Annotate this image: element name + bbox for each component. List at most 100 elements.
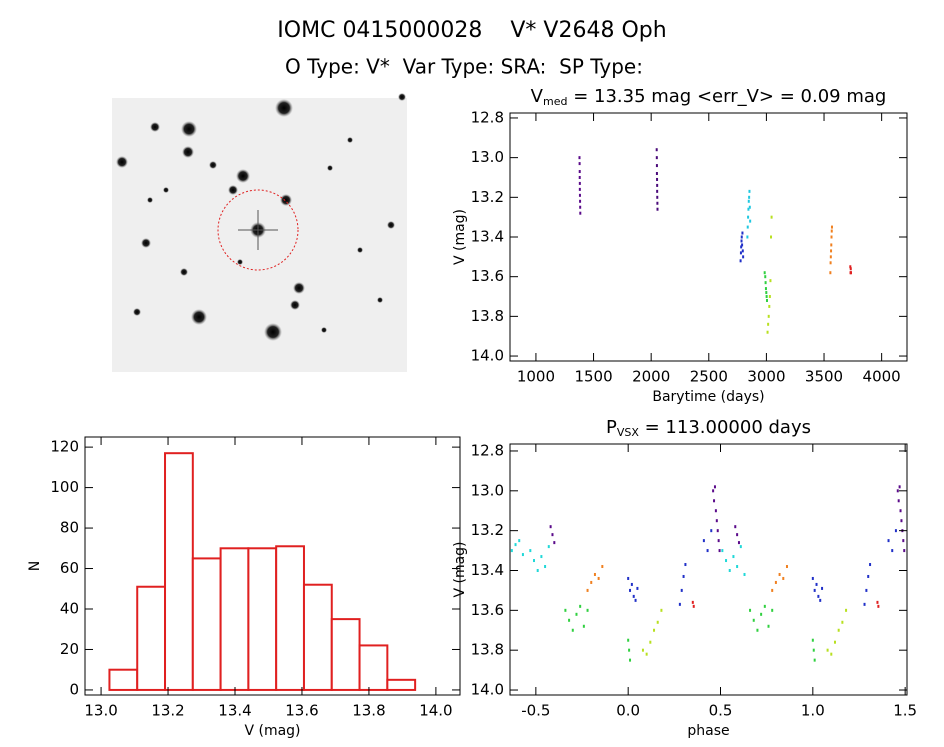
y-tick-label: 13.6 xyxy=(471,601,504,619)
data-point xyxy=(903,549,906,553)
data-point xyxy=(897,499,900,503)
data-point xyxy=(739,251,742,255)
data-point xyxy=(740,235,743,239)
y-tick-label: 12.8 xyxy=(471,108,504,126)
data-point xyxy=(741,249,744,253)
data-point xyxy=(656,189,659,193)
y-tick-label: 40 xyxy=(60,600,79,618)
data-point xyxy=(710,529,713,533)
y-tick-label: 13.0 xyxy=(471,148,504,166)
data-point xyxy=(774,580,777,584)
x-tick-label: 2000 xyxy=(632,368,670,386)
data-point xyxy=(746,225,749,229)
data-point xyxy=(553,541,556,545)
x-tick-label: 3000 xyxy=(747,368,785,386)
y-tick-label: 14.0 xyxy=(471,681,504,699)
data-point xyxy=(741,243,744,247)
data-point xyxy=(821,586,824,590)
y-axis-label: V (mag) xyxy=(452,209,468,265)
data-point xyxy=(768,304,771,308)
data-point xyxy=(656,620,659,624)
data-point xyxy=(896,489,899,493)
chart-title: PVSX = 113.00000 days xyxy=(606,417,811,439)
data-point xyxy=(763,271,766,275)
data-point xyxy=(867,574,870,578)
histogram-bar xyxy=(330,618,361,691)
data-point xyxy=(817,594,820,598)
x-tick-label: 13.6 xyxy=(285,702,318,720)
data-point xyxy=(578,181,581,185)
data-point xyxy=(649,640,652,644)
y-tick-label: 100 xyxy=(50,478,79,496)
y-tick-label: 13.6 xyxy=(471,267,504,285)
y-axis-label: V (mag) xyxy=(452,541,468,597)
data-point xyxy=(768,295,771,299)
data-point xyxy=(748,205,751,209)
data-point xyxy=(778,572,781,576)
data-point xyxy=(830,243,833,247)
data-point xyxy=(579,211,582,215)
data-point xyxy=(536,568,539,572)
title-main: V xyxy=(531,86,544,107)
x-tick-label: 3500 xyxy=(805,368,843,386)
data-point xyxy=(752,618,755,622)
y-tick-label: 120 xyxy=(50,438,79,456)
y-tick-label: 14.0 xyxy=(471,347,504,365)
x-tick-label: 13.4 xyxy=(218,702,251,720)
data-point xyxy=(736,565,739,569)
plot-frame xyxy=(509,443,908,696)
data-point xyxy=(590,580,593,584)
data-point xyxy=(891,549,894,553)
star-field-image xyxy=(112,93,407,372)
data-point xyxy=(863,602,866,606)
data-point xyxy=(770,215,773,219)
data-point xyxy=(785,565,788,569)
histogram-bar xyxy=(247,547,278,691)
data-point xyxy=(767,314,770,318)
title-subscript: med xyxy=(543,95,567,108)
data-point xyxy=(829,261,832,265)
y-axis-label: N xyxy=(27,561,43,571)
data-point xyxy=(634,598,637,602)
data-point xyxy=(715,519,718,523)
data-point xyxy=(692,604,695,608)
data-point xyxy=(767,624,770,628)
data-point xyxy=(902,539,905,543)
data-point xyxy=(630,582,633,586)
x-tick-label: 1.0 xyxy=(801,702,825,720)
data-point xyxy=(571,628,574,632)
histogram-bar xyxy=(219,547,250,691)
data-point xyxy=(829,255,832,259)
data-point xyxy=(747,215,750,219)
data-point xyxy=(702,539,705,543)
data-point xyxy=(656,207,659,211)
data-point xyxy=(739,545,742,549)
data-point xyxy=(601,565,604,569)
data-point xyxy=(767,322,770,326)
data-point xyxy=(547,545,550,549)
title-rest: = 13.35 mag <err_V> = 0.09 mag xyxy=(567,86,886,107)
data-point xyxy=(771,608,774,612)
data-point xyxy=(894,529,897,533)
data-point xyxy=(678,602,681,606)
y-tick-label: 13.2 xyxy=(471,521,504,539)
data-point xyxy=(629,588,632,592)
data-point xyxy=(682,574,685,578)
data-point xyxy=(830,229,833,233)
data-point xyxy=(578,156,581,160)
x-tick-label: 0.0 xyxy=(616,702,640,720)
data-point xyxy=(597,576,600,580)
data-point xyxy=(811,576,814,580)
data-point xyxy=(510,549,513,553)
data-point xyxy=(746,235,749,239)
data-point xyxy=(764,281,767,285)
data-point xyxy=(656,195,659,199)
title-main: P xyxy=(606,417,617,438)
data-point xyxy=(849,271,852,275)
data-point xyxy=(813,588,816,592)
y-tick-label: 13.8 xyxy=(471,641,504,659)
data-point xyxy=(876,600,879,604)
page-subtitle: O Type: V* Var Type: SRA: SP Type: xyxy=(285,55,643,79)
data-point xyxy=(716,529,719,533)
data-point xyxy=(736,533,739,537)
